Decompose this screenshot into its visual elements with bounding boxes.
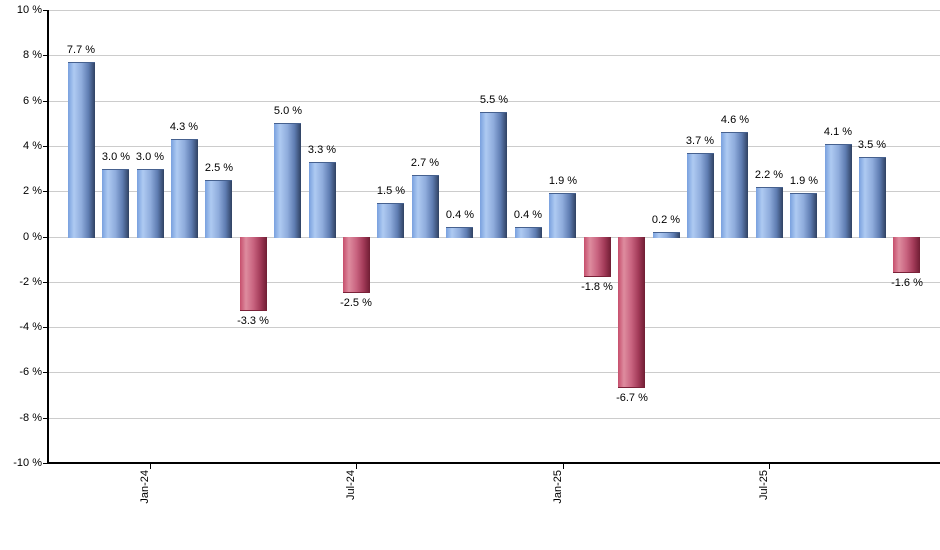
bar[interactable] (68, 62, 95, 238)
bar-value-label: -1.6 % (891, 277, 923, 289)
bar-value-label: 0.4 % (513, 209, 543, 221)
bar[interactable] (790, 193, 817, 238)
bar-value-label: 1.9 % (789, 175, 819, 187)
y-axis-tick (43, 372, 48, 373)
y-axis-line (47, 10, 49, 463)
y-axis-tick-label: 10 % (16, 4, 42, 16)
y-gridline (48, 327, 940, 328)
y-axis-tick (43, 463, 48, 464)
bar-value-label: 4.6 % (720, 114, 750, 126)
bar[interactable] (137, 169, 164, 238)
x-axis-tick-label: Jul-25 (758, 470, 770, 500)
y-axis-tick (43, 101, 48, 102)
y-axis-tick (43, 146, 48, 147)
y-axis-tick (43, 327, 48, 328)
bar[interactable] (893, 237, 920, 273)
y-axis-tick-label: -2 % (19, 276, 42, 288)
bar-value-label: -6.7 % (616, 392, 648, 404)
bar-value-label: 3.3 % (307, 144, 337, 156)
bar[interactable] (480, 112, 507, 238)
bar-value-label: -1.8 % (581, 281, 613, 293)
bar[interactable] (309, 162, 336, 238)
y-axis-tick-label: 8 % (23, 49, 42, 61)
x-axis-tick-label: Jan-25 (552, 470, 564, 504)
y-gridline (48, 10, 940, 11)
bar-value-label: 7.7 % (66, 44, 96, 56)
x-axis-tick (150, 464, 151, 469)
bar[interactable] (274, 123, 301, 238)
y-axis-tick-label: 2 % (23, 185, 42, 197)
x-axis-tick-label: Jul-24 (345, 470, 357, 500)
y-axis-tick-label: 4 % (23, 140, 42, 152)
bar[interactable] (343, 237, 370, 293)
bar[interactable] (618, 237, 645, 388)
y-gridline (48, 55, 940, 56)
bar[interactable] (171, 139, 198, 238)
bar[interactable] (240, 237, 267, 311)
y-axis-tick (43, 237, 48, 238)
bar[interactable] (412, 175, 439, 238)
y-gridline (48, 101, 940, 102)
bar[interactable] (446, 227, 473, 238)
y-axis-tick (43, 10, 48, 11)
bar[interactable] (584, 237, 611, 277)
bar-value-label: 4.1 % (823, 126, 853, 138)
y-axis-tick (43, 282, 48, 283)
y-gridline (48, 372, 940, 373)
bar[interactable] (825, 144, 852, 238)
y-gridline (48, 418, 940, 419)
y-axis-tick-label: -10 % (13, 457, 42, 469)
bar-value-label: -3.3 % (237, 315, 269, 327)
bar-value-label: 2.2 % (754, 169, 784, 181)
bar-value-label: -2.5 % (340, 297, 372, 309)
bar-value-label: 3.0 % (135, 151, 165, 163)
x-axis-line (47, 462, 940, 464)
y-axis-tick-label: -6 % (19, 366, 42, 378)
bar[interactable] (859, 157, 886, 238)
bar[interactable] (205, 180, 232, 238)
x-axis-tick-label: Jan-24 (139, 470, 151, 504)
bar-value-label: 1.9 % (548, 175, 578, 187)
bar-value-label: 0.2 % (651, 214, 681, 226)
y-gridline (48, 282, 940, 283)
bar-value-label: 0.4 % (445, 209, 475, 221)
y-axis-tick (43, 55, 48, 56)
bar[interactable] (687, 153, 714, 238)
bar[interactable] (549, 193, 576, 238)
bar[interactable] (721, 132, 748, 238)
bar-value-label: 3.7 % (685, 135, 715, 147)
bar-value-label: 3.5 % (857, 139, 887, 151)
y-axis-tick-label: 0 % (23, 231, 42, 243)
y-axis-tick (43, 191, 48, 192)
bar-value-label: 1.5 % (376, 185, 406, 197)
bar-value-label: 3.0 % (101, 151, 131, 163)
bar[interactable] (102, 169, 129, 238)
bar[interactable] (377, 203, 404, 238)
bar-value-label: 5.5 % (479, 94, 509, 106)
bar[interactable] (756, 187, 783, 238)
bar-value-label: 4.3 % (169, 121, 199, 133)
y-axis-tick-label: -4 % (19, 321, 42, 333)
x-axis-tick (563, 464, 564, 469)
y-axis-tick-label: 6 % (23, 95, 42, 107)
bar-value-label: 2.7 % (410, 157, 440, 169)
bar[interactable] (515, 227, 542, 238)
y-axis-tick (43, 418, 48, 419)
x-axis-tick (356, 464, 357, 469)
y-axis-tick-label: -8 % (19, 412, 42, 424)
bar[interactable] (653, 232, 680, 238)
x-axis-tick (769, 464, 770, 469)
bar-value-label: 5.0 % (273, 105, 303, 117)
bar-value-label: 2.5 % (204, 162, 234, 174)
